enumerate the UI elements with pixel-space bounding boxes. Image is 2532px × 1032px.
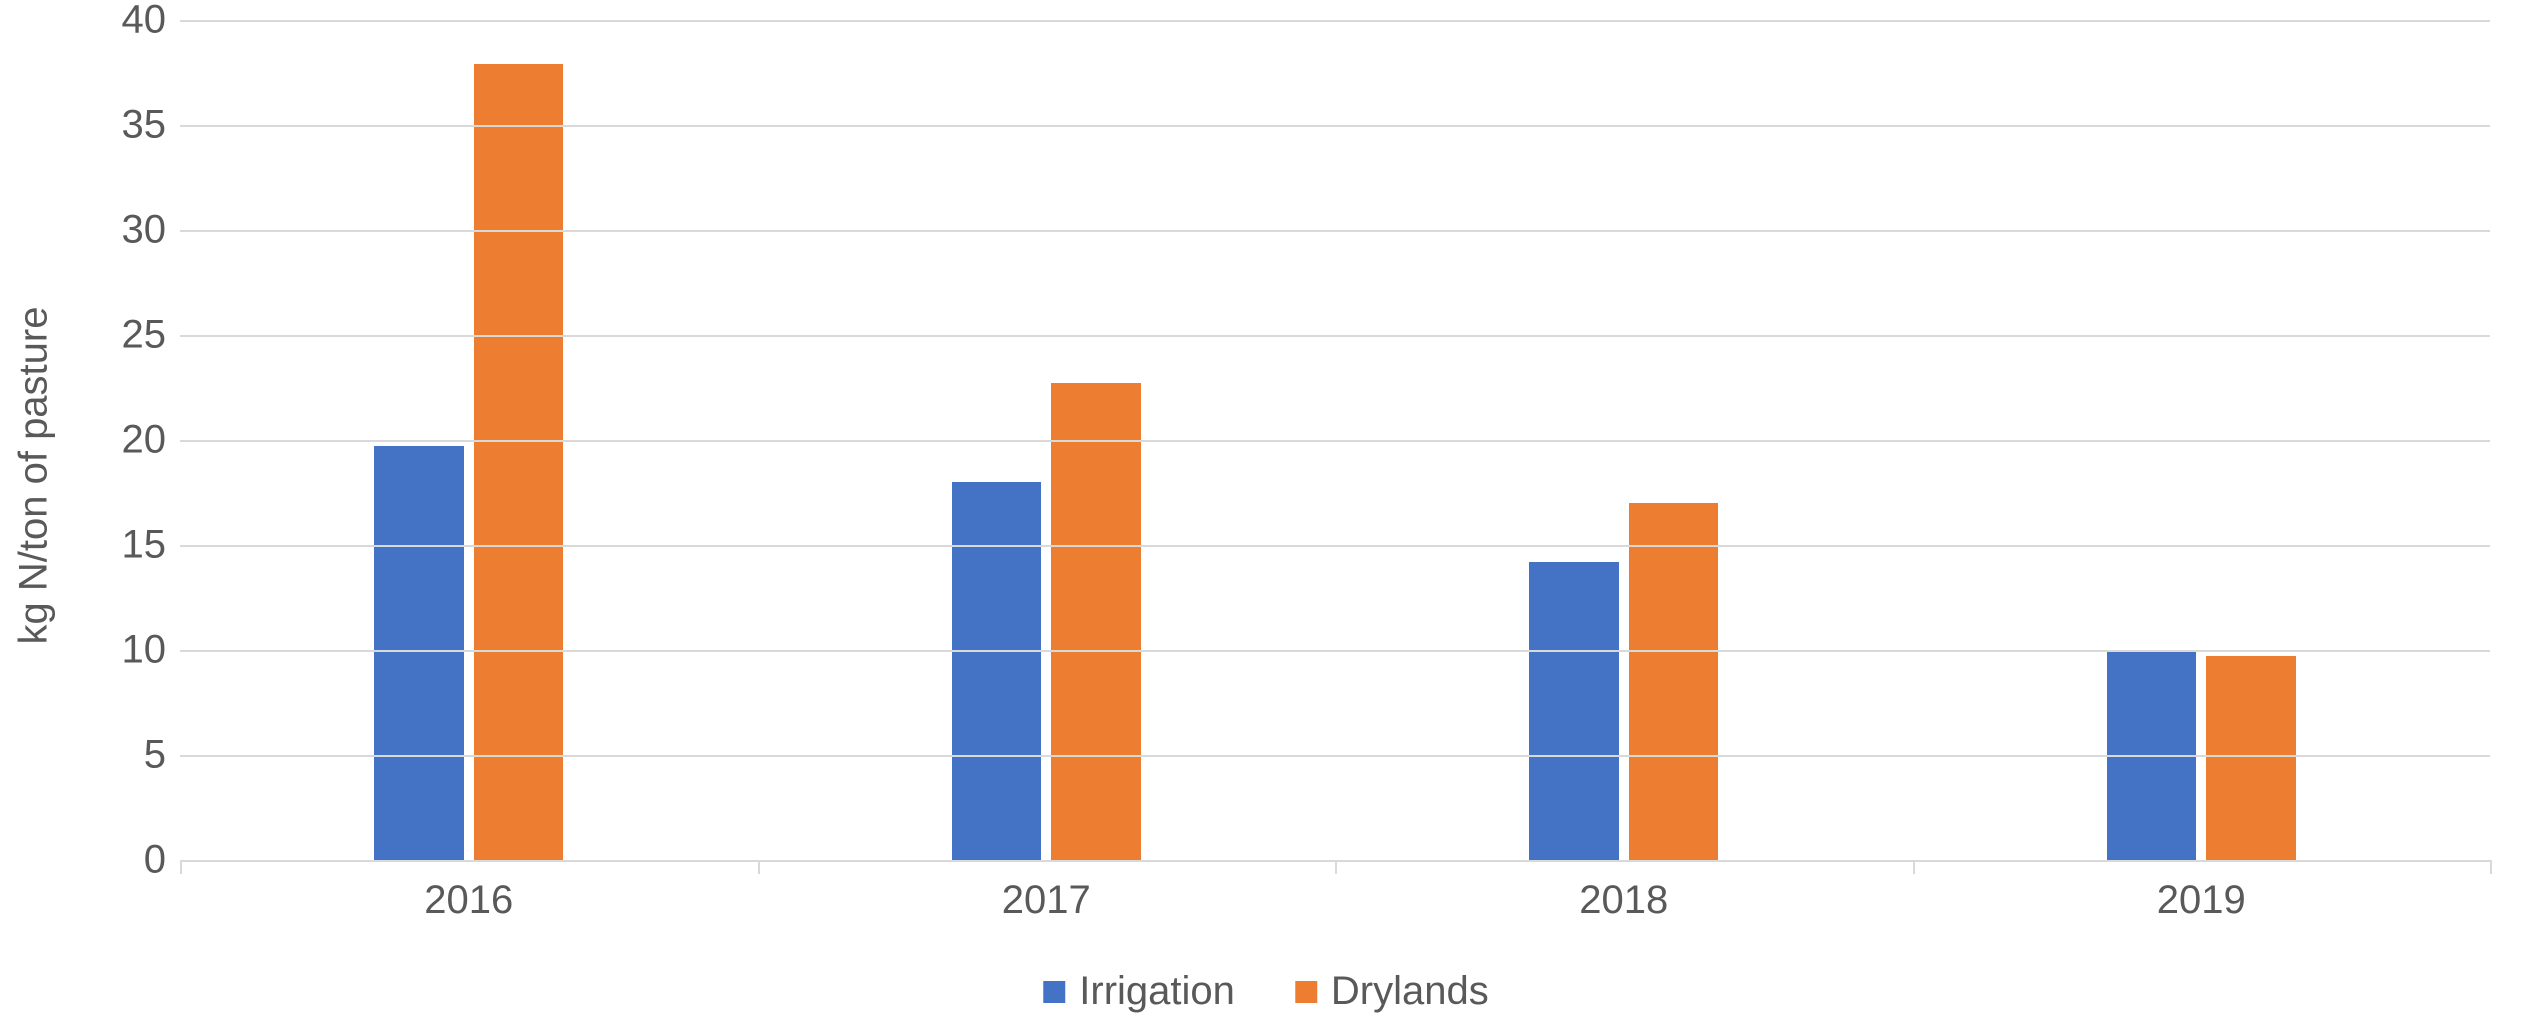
legend-label: Irrigation xyxy=(1079,969,1235,1014)
plot-area: 05101520253035402016201720182019 xyxy=(180,20,2490,862)
x-tick-label: 2018 xyxy=(1579,860,1668,923)
bar-drylands xyxy=(474,64,564,860)
gridline xyxy=(180,440,2490,442)
x-tick-mark xyxy=(1335,860,1337,874)
legend-label: Drylands xyxy=(1331,969,1489,1014)
x-tick-label: 2017 xyxy=(1002,860,1091,923)
y-tick-label: 5 xyxy=(144,733,180,778)
gridline xyxy=(180,545,2490,547)
bar-irrigation xyxy=(1529,562,1619,860)
legend-swatch xyxy=(1295,981,1317,1003)
gridline xyxy=(180,335,2490,337)
legend: Irrigation Drylands xyxy=(1043,969,1488,1014)
bar-irrigation xyxy=(374,446,464,860)
y-tick-label: 25 xyxy=(122,313,181,358)
legend-item-irrigation: Irrigation xyxy=(1043,969,1235,1014)
y-tick-label: 35 xyxy=(122,103,181,148)
gridline xyxy=(180,650,2490,652)
gridline xyxy=(180,20,2490,22)
y-tick-label: 15 xyxy=(122,523,181,568)
y-tick-label: 20 xyxy=(122,418,181,463)
legend-swatch xyxy=(1043,981,1065,1003)
x-tick-mark xyxy=(2490,860,2492,874)
bar-drylands xyxy=(2206,656,2296,860)
y-tick-label: 40 xyxy=(122,0,181,43)
y-tick-label: 30 xyxy=(122,208,181,253)
gridline xyxy=(180,755,2490,757)
y-tick-label: 10 xyxy=(122,628,181,673)
gridline xyxy=(180,230,2490,232)
y-axis-title: kg N/ton of pasture xyxy=(11,307,56,645)
x-tick-label: 2016 xyxy=(424,860,513,923)
bar-irrigation xyxy=(952,482,1042,860)
x-tick-mark xyxy=(180,860,182,874)
bar-drylands xyxy=(1629,503,1719,860)
x-tick-mark xyxy=(1913,860,1915,874)
bar-drylands xyxy=(1051,383,1141,860)
y-tick-label: 0 xyxy=(144,838,180,883)
gridline xyxy=(180,125,2490,127)
legend-item-drylands: Drylands xyxy=(1295,969,1489,1014)
chart-container: kg N/ton of pasture 05101520253035402016… xyxy=(0,0,2532,1032)
x-tick-mark xyxy=(758,860,760,874)
x-tick-label: 2019 xyxy=(2157,860,2246,923)
